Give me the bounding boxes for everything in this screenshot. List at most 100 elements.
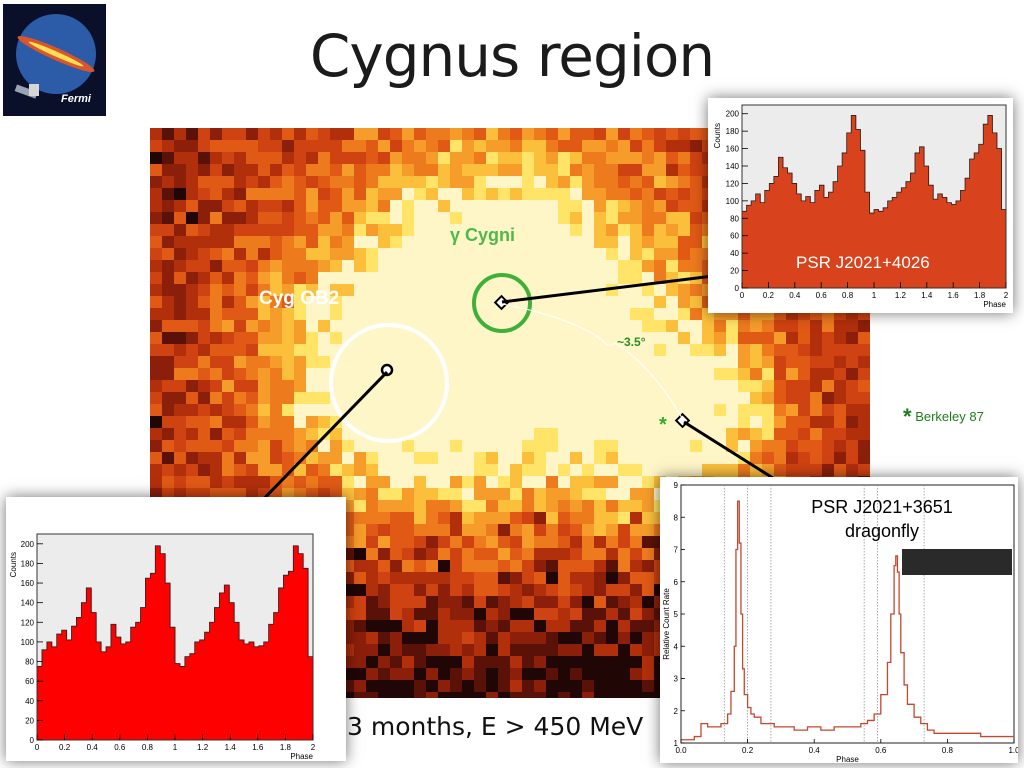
map-pixel — [534, 668, 546, 680]
map-pixel — [594, 140, 606, 152]
map-pixel — [438, 284, 450, 296]
map-pixel — [534, 464, 546, 476]
map-pixel — [390, 404, 402, 416]
map-pixel — [642, 632, 654, 644]
cyg-ob2-panel: 0 20 40 60 80 100 120 140 160 180 200 0 0.2 0.4 0.6 0.8… — [6, 497, 346, 761]
map-pixel — [618, 656, 630, 668]
map-pixel — [366, 236, 378, 248]
map-pixel — [618, 512, 630, 524]
map-pixel — [150, 392, 162, 404]
map-pixel — [510, 260, 522, 272]
map-pixel — [222, 188, 234, 200]
berkeley-text: Berkeley 87 — [915, 409, 984, 424]
map-pixel — [414, 296, 426, 308]
map-pixel — [774, 428, 786, 440]
map-pixel — [438, 512, 450, 524]
map-pixel — [558, 536, 570, 548]
map-pixel — [462, 260, 474, 272]
map-pixel — [558, 200, 570, 212]
map-pixel — [534, 656, 546, 668]
x-tick-label: 2 — [1004, 291, 1009, 300]
map-pixel — [570, 164, 582, 176]
map-pixel — [498, 128, 510, 140]
map-pixel — [366, 344, 378, 356]
map-pixel — [318, 368, 330, 380]
map-pixel — [834, 320, 846, 332]
map-pixel — [486, 596, 498, 608]
map-pixel — [570, 212, 582, 224]
map-pixel — [210, 428, 222, 440]
map-pixel — [294, 308, 306, 320]
map-pixel — [666, 380, 678, 392]
map-pixel — [486, 584, 498, 596]
map-pixel — [450, 548, 462, 560]
map-pixel — [270, 416, 282, 428]
map-pixel — [402, 152, 414, 164]
map-pixel — [510, 536, 522, 548]
map-pixel — [642, 224, 654, 236]
map-pixel — [294, 356, 306, 368]
map-pixel — [510, 452, 522, 464]
map-pixel — [282, 440, 294, 452]
map-pixel — [570, 512, 582, 524]
map-pixel — [354, 560, 366, 572]
map-pixel — [450, 500, 462, 512]
map-pixel — [630, 512, 642, 524]
map-pixel — [366, 572, 378, 584]
map-pixel — [414, 344, 426, 356]
map-pixel — [750, 404, 762, 416]
map-pixel — [354, 620, 366, 632]
map-pixel — [474, 344, 486, 356]
map-pixel — [618, 164, 630, 176]
map-pixel — [162, 176, 174, 188]
map-pixel — [414, 416, 426, 428]
map-pixel — [666, 200, 678, 212]
map-pixel — [798, 320, 810, 332]
x-tick-label: 0.8 — [842, 291, 854, 300]
map-pixel — [714, 428, 726, 440]
map-pixel — [486, 368, 498, 380]
map-pixel — [414, 248, 426, 260]
map-pixel — [318, 320, 330, 332]
map-pixel — [558, 428, 570, 440]
map-pixel — [654, 320, 666, 332]
map-pixel — [774, 404, 786, 416]
y-tick-label: 60 — [730, 232, 739, 241]
map-pixel — [462, 572, 474, 584]
map-pixel — [594, 416, 606, 428]
map-pixel — [306, 308, 318, 320]
map-pixel — [594, 548, 606, 560]
map-pixel — [174, 212, 186, 224]
map-pixel — [366, 500, 378, 512]
map-pixel — [498, 608, 510, 620]
map-pixel — [474, 176, 486, 188]
map-pixel — [354, 224, 366, 236]
map-pixel — [450, 284, 462, 296]
map-pixel — [522, 164, 534, 176]
map-pixel — [222, 440, 234, 452]
map-pixel — [378, 140, 390, 152]
map-pixel — [354, 476, 366, 488]
histogram-bar — [914, 152, 921, 288]
map-pixel — [606, 644, 618, 656]
histogram-bar — [805, 196, 811, 288]
map-pixel — [318, 272, 330, 284]
map-pixel — [270, 152, 282, 164]
map-pixel — [618, 404, 630, 416]
map-pixel — [450, 296, 462, 308]
histogram-bar — [787, 172, 793, 288]
histogram-bar — [996, 148, 1002, 288]
map-pixel — [414, 284, 426, 296]
map-pixel — [258, 476, 270, 488]
map-pixel — [474, 512, 486, 524]
map-pixel — [390, 512, 402, 524]
map-pixel — [186, 164, 198, 176]
map-pixel — [318, 356, 330, 368]
map-pixel — [294, 428, 306, 440]
histogram-bar — [140, 607, 146, 740]
map-pixel — [462, 308, 474, 320]
map-pixel — [498, 668, 510, 680]
map-pixel — [690, 284, 702, 296]
map-pixel — [438, 164, 450, 176]
map-pixel — [390, 332, 402, 344]
